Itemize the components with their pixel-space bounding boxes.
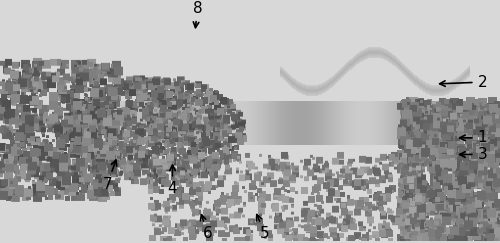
- Text: 4: 4: [168, 165, 177, 196]
- Text: 3: 3: [460, 147, 487, 162]
- Text: 7: 7: [102, 160, 117, 192]
- Text: 6: 6: [200, 215, 212, 242]
- Text: 1: 1: [460, 130, 487, 145]
- Text: 5: 5: [256, 215, 270, 242]
- Text: 2: 2: [440, 75, 487, 90]
- Text: 8: 8: [192, 1, 202, 28]
